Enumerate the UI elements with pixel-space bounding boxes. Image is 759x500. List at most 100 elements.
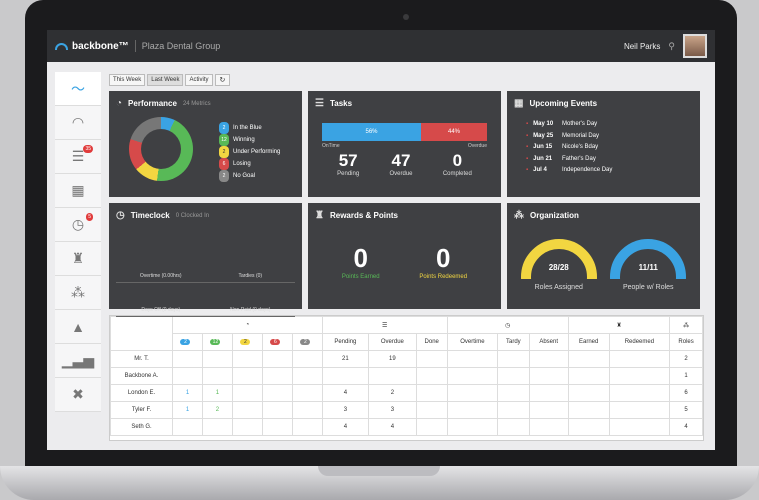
roles-cell: 5 — [669, 401, 703, 419]
dashboard-grid: ◔ Performance 24 Metrics 2 In the Blue 12 Wi… — [109, 91, 704, 317]
avatar[interactable] — [683, 34, 707, 58]
table-row[interactable]: Backbone A. 1 — [110, 367, 703, 385]
org-chart-icon: ⁂ — [71, 284, 85, 300]
gauge-icon: ◠ — [71, 114, 85, 130]
column-header[interactable]: Overdue — [367, 333, 417, 351]
tasks-column-header: ☰ — [321, 316, 448, 334]
column-header[interactable]: Earned — [567, 333, 610, 351]
people-value: 11/11 — [638, 263, 658, 272]
people-gauge: 11/11 — [610, 239, 687, 279]
table-row[interactable]: London E. 1 1 4 2 6 — [110, 384, 703, 402]
overdue-label: Overdue — [467, 143, 487, 149]
employee-name[interactable]: Seth G. — [110, 418, 173, 436]
timeclock-card[interactable]: ◷ Timeclock 0 Clocked In Overtime (0.00hrs… — [109, 203, 302, 317]
legend-pill: 2 — [219, 122, 229, 134]
main-content: This Week Last Week Activity ↻ ◔ Performa… — [109, 74, 704, 441]
pin-icon[interactable]: ⚲ — [668, 40, 675, 51]
rewards-card[interactable]: ♜ Rewards & Points 0 Points Earned 0 Points… — [308, 203, 501, 309]
sidebar-item-rewards[interactable]: ♜ — [55, 242, 101, 276]
roles-cell: 6 — [669, 384, 703, 402]
tab-last-week[interactable]: Last Week — [147, 74, 184, 86]
backbone-logo-icon — [55, 42, 68, 50]
overdue-cell: 4 — [367, 418, 417, 436]
table-row[interactable]: Mr. T. 21 19 2 — [110, 350, 703, 368]
org-chart-icon: ⁂ — [514, 210, 524, 221]
performance-column-header: ◔ — [172, 316, 323, 334]
sidebar-item-training[interactable]: ▲ — [55, 310, 101, 344]
table-row[interactable]: Seth G. 4 4 4 — [110, 418, 703, 436]
performance-card[interactable]: ◔ Performance 24 Metrics 2 In the Blue 12 Wi… — [109, 91, 302, 197]
tasks-card[interactable]: ☰ Tasks 56% 44% OnTime Overdue 57 Pending 4… — [308, 91, 501, 197]
overdue-count: 47 — [391, 151, 411, 170]
sidebar-item-calendar[interactable]: ▦ — [55, 174, 101, 208]
card-title: Upcoming Events — [529, 99, 598, 108]
divider — [134, 40, 136, 52]
employee-name[interactable]: London E. — [110, 384, 173, 402]
organization-card[interactable]: ⁂ Organization 28/28 Roles Assigned 11/11… — [507, 203, 700, 309]
roles-cell: 1 — [669, 367, 703, 385]
legend-pill: 2 — [219, 170, 229, 182]
event-name: Father's Day — [562, 155, 596, 162]
empty-corner — [110, 316, 173, 351]
column-header[interactable]: Redeemed — [608, 333, 671, 351]
column-header[interactable]: Absent — [528, 333, 569, 351]
refresh-icon: ↻ — [219, 77, 226, 84]
gauge-icon: ◔ — [116, 98, 123, 109]
tab-this-week[interactable]: This Week — [109, 74, 146, 86]
timeclock-table: Overtime (0.00hrs) Tardies (0) Days Off (… — [116, 249, 295, 317]
points-redeemed-value: 0 — [436, 243, 451, 273]
employee-name[interactable]: Backbone A. — [110, 367, 173, 385]
employee-name[interactable]: Tyler F. — [110, 401, 173, 419]
overdue-segment: 44% — [421, 123, 487, 141]
perf-pill: 2 — [240, 339, 251, 345]
perf-cell: 1 — [172, 401, 203, 419]
overtime-cell: Overtime (0.00hrs) — [139, 273, 182, 279]
points-redeemed-label: Points Redeemed — [419, 274, 468, 280]
refresh-button[interactable]: ↻ — [214, 74, 231, 86]
calendar-icon: ▦ — [514, 98, 524, 109]
sidebar-item-tasks[interactable]: ☰ 35 — [55, 140, 101, 174]
column-header[interactable]: Pending — [321, 333, 369, 351]
tab-activity[interactable]: Activity — [185, 74, 213, 86]
employee-name[interactable]: Mr. T. — [110, 350, 173, 368]
app-logo[interactable]: backbone™ — [72, 40, 129, 52]
bar-chart-icon: ▁▃▅ — [61, 352, 95, 368]
points-earned-value: 0 — [353, 243, 368, 273]
pending-label: Pending — [337, 171, 360, 177]
perf-cell: 1 — [201, 384, 233, 402]
employee-table: ◔ ☰ ◷ ♜ ⁂ 2 12 2 6 2 Pending Overdue Don… — [109, 315, 704, 441]
checklist-icon: ☰ — [315, 98, 324, 109]
table-row[interactable]: Tyler F. 1 2 3 3 5 — [110, 401, 703, 419]
roles-gauge: 28/28 — [520, 239, 597, 279]
timeclock-badge: 5 — [86, 213, 93, 221]
card-title: Performance — [128, 99, 177, 108]
user-name[interactable]: Neil Parks — [623, 41, 661, 51]
card-title: Timeclock — [130, 211, 170, 220]
legend-item: 2 No Goal — [219, 170, 280, 182]
column-header[interactable]: Tardy — [497, 333, 530, 351]
overdue-cell: 3 — [367, 401, 417, 419]
column-header[interactable]: Overtime — [446, 333, 499, 351]
sidebar-item-settings[interactable]: ✖ — [55, 378, 101, 412]
event-name: Mother's Day — [562, 121, 598, 127]
sidebar-item-organization[interactable]: ⁂ — [55, 276, 101, 310]
card-subtitle: 0 Clocked In — [175, 212, 210, 219]
column-header[interactable]: Roles — [669, 333, 703, 351]
legend-item: 6 Losing — [219, 158, 280, 170]
overdue-label: Overdue — [389, 171, 413, 177]
column-header[interactable]: Done — [415, 333, 448, 351]
org-column-header: ⁂ — [669, 316, 703, 334]
sidebar-item-activity[interactable]: 〜 — [55, 72, 101, 106]
sidebar-item-performance[interactable]: ◠ — [55, 106, 101, 140]
event-date: May 25 — [526, 131, 562, 143]
sidebar-item-timeclock[interactable]: ◷ 5 — [55, 208, 101, 242]
sidebar-item-reports[interactable]: ▁▃▅ — [55, 344, 101, 378]
tardies-cell: Tardies (0) — [238, 273, 263, 279]
